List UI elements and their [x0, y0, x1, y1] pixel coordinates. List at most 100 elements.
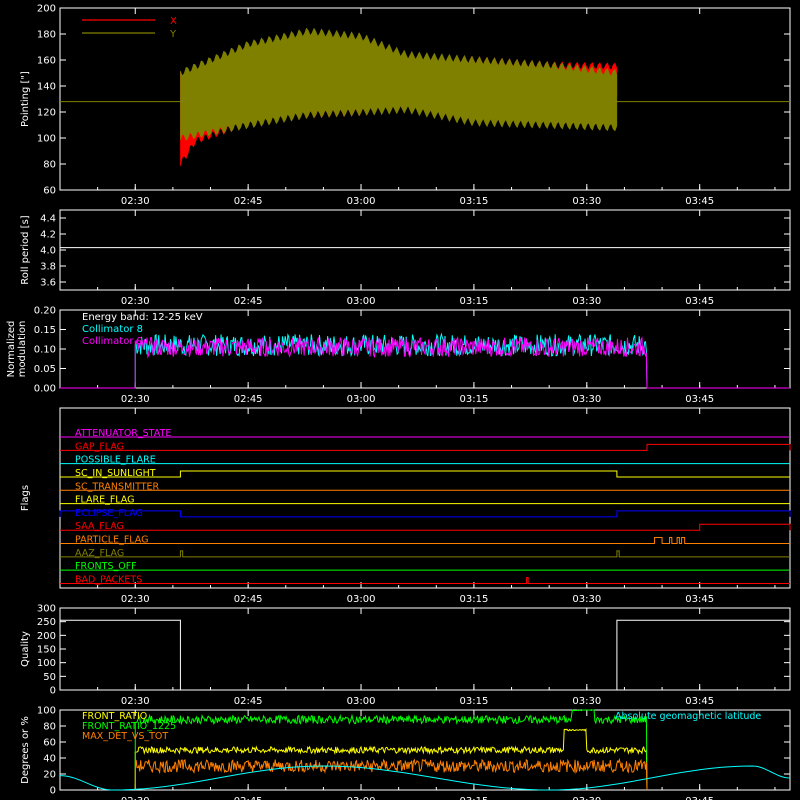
flag-line-particle-flag	[60, 537, 790, 545]
quality-ytick-label: 0	[50, 686, 56, 697]
flags-xtick-label: 02:30	[121, 594, 150, 605]
ratios-ytick-label: 0	[50, 786, 56, 797]
roll-ylabel: Roll period [s]	[20, 215, 31, 284]
flag-label: SAA_FLAG	[75, 521, 124, 532]
pointing-xtick-label: 03:30	[572, 196, 601, 207]
flag-line-aaz-flag	[60, 550, 790, 558]
flag-line-gap-flag	[60, 443, 791, 451]
quality-xtick-label: 03:00	[347, 696, 376, 707]
pointing-xtick-label: 02:45	[234, 196, 263, 207]
ratios-xtick-label: 02:30	[121, 796, 150, 800]
ratios-frame	[59, 709, 791, 791]
roll-xtick-label: 02:45	[234, 296, 263, 307]
ratios-legend-label: MAX_DET_VS_TOT	[82, 731, 168, 742]
pointing-legend-label: X	[170, 16, 177, 27]
flag-line-sc-in-sunlight	[60, 470, 790, 478]
roll-xtick-label: 03:15	[460, 296, 489, 307]
quality-series	[60, 619, 790, 691]
modulation-xtick-label: 03:30	[572, 394, 601, 405]
ratios-xtick-label: 03:15	[460, 796, 489, 800]
roll-xtick-label: 03:45	[685, 296, 714, 307]
roll-panel: 02:30 02:45 03:00 03:15 03:30 03:45 3.6 3.8 4.0 4…	[20, 209, 791, 307]
ratios-series-2	[134, 757, 648, 791]
pointing-frame	[59, 7, 791, 191]
roll-xtick-label: 02:30	[121, 296, 150, 307]
modulation-ytick-label: 0.20	[34, 306, 56, 317]
roll-xtick-label: 03:00	[347, 296, 376, 307]
flag-line-eclipse-flag	[59, 510, 791, 518]
modulation-legend-label: Collimator 9	[82, 336, 143, 347]
ratios-ytick-label: 40	[43, 754, 56, 765]
quality-xtick-label: 03:45	[685, 696, 714, 707]
pointing-ytick-label: 60	[43, 186, 56, 197]
flag-label: AAZ_FLAG	[75, 548, 124, 559]
ratios-ytick-label: 60	[43, 738, 56, 749]
ratios-series-1	[134, 709, 648, 791]
ratios-ytick-label: 100	[37, 706, 56, 717]
roll-ytick-label: 3.6	[40, 278, 56, 289]
modulation-ylabel: modulation	[17, 321, 28, 378]
pointing-series-y	[180, 27, 618, 141]
pointing-ytick-label: 80	[43, 160, 56, 171]
modulation-legend-label: Collimator 8	[82, 324, 143, 335]
pointing-ytick-label: 120	[37, 108, 56, 119]
quality-ytick-label: 200	[37, 631, 56, 642]
flag-label: POSSIBLE_FLARE	[75, 455, 156, 466]
flag-label: BAD_PACKETS	[75, 574, 142, 585]
quality-ytick-label: 100	[37, 658, 56, 669]
ratios-legend-label: FRONT_RATIO_1225	[82, 721, 176, 732]
pointing-panel: 02:30 02:45 03:00 03:15 03:30 03:45 60 80 100 120…	[20, 4, 791, 207]
quality-ytick-label: 50	[43, 672, 56, 683]
flag-label: SC_TRANSMITTER	[75, 481, 160, 492]
ratios-legend-label: FRONT_RATIO	[82, 711, 147, 722]
pointing-ytick-label: 200	[37, 4, 56, 15]
flags-ylabel: Flags	[20, 485, 31, 511]
flag-label: FRONTS_OFF	[75, 561, 137, 572]
ratios-series-3	[59, 765, 791, 791]
roll-ytick-label: 4.4	[40, 214, 56, 225]
modulation-ytick-label: 0.05	[34, 364, 56, 375]
ratios-panel: 02:30 02:45 03:00 03:15 03:30 03:45 0 20 40 60 80 1…	[20, 706, 791, 800]
flag-label: ATTENUATOR_STATE	[75, 428, 171, 439]
modulation-xtick-label: 03:45	[685, 394, 714, 405]
ratios-ytick-label: 20	[43, 770, 56, 781]
ratios-xtick-label: 03:00	[347, 796, 376, 800]
ratios-ylabel: Degrees or %	[20, 716, 31, 784]
ratios-xtick-label: 02:45	[234, 796, 263, 800]
roll-xtick-label: 03:30	[572, 296, 601, 307]
pointing-ytick-label: 160	[37, 56, 56, 67]
flag-label: FLARE_FLAG	[75, 495, 135, 506]
pointing-ylabel: Pointing ["]	[20, 71, 31, 127]
pointing-xtick-label: 03:15	[460, 196, 489, 207]
flag-label: PARTICLE_FLAG	[75, 535, 148, 546]
ratios-series-0	[134, 727, 648, 791]
pointing-ytick-label: 140	[37, 82, 56, 93]
flags-xtick-label: 03:15	[460, 594, 489, 605]
flags-xtick-label: 03:30	[572, 594, 601, 605]
quality-xtick-label: 02:45	[234, 696, 263, 707]
modulation-annotation: Energy band: 12-25 keV	[82, 312, 203, 323]
flag-label: ECLIPSE_FLAG	[75, 508, 143, 519]
flags-xtick-label: 03:00	[347, 594, 376, 605]
flag-label: GAP_FLAG	[75, 441, 124, 452]
quality-ytick-label: 300	[37, 604, 56, 615]
flag-line-bad-packets	[60, 576, 790, 584]
flags-xtick-label: 03:45	[685, 594, 714, 605]
modulation-xtick-label: 02:30	[121, 394, 150, 405]
flags-panel: 02:30 02:45 03:00 03:15 03:30 03:45 Flags ATTEN…	[20, 407, 791, 605]
ratios-legend-label: Absolute geomagnetic latitude	[615, 711, 761, 722]
quality-xtick-label: 03:30	[572, 696, 601, 707]
modulation-series-9	[60, 335, 790, 389]
ratios-xtick-label: 03:45	[685, 796, 714, 800]
modulation-xtick-label: 03:00	[347, 394, 376, 405]
quality-ylabel: Quality	[20, 631, 31, 667]
pointing-ytick-label: 100	[37, 134, 56, 145]
flag-line-saa-flag	[60, 523, 791, 531]
pointing-xtick-label: 03:00	[347, 196, 376, 207]
modulation-xtick-label: 02:45	[234, 394, 263, 405]
flags-xtick-label: 02:45	[234, 594, 263, 605]
modulation-ylabel: Normalized	[6, 321, 17, 378]
quality-xtick-label: 03:15	[460, 696, 489, 707]
quality-ytick-label: 250	[37, 617, 56, 628]
